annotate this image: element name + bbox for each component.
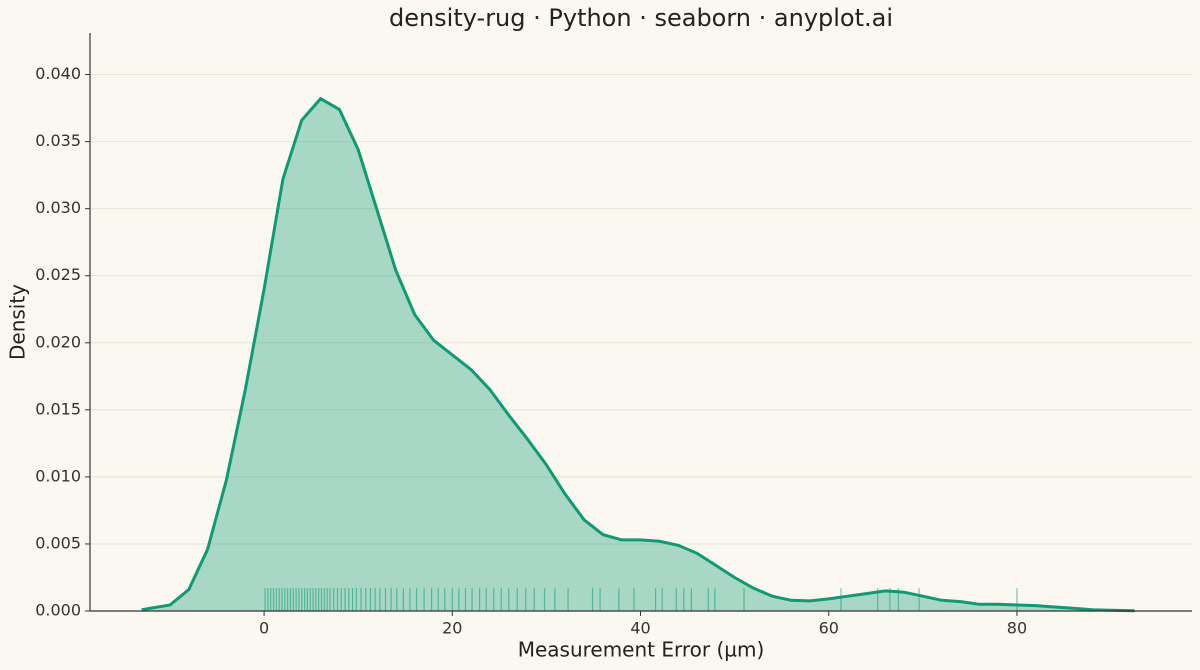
y-tick-label: 0.015 xyxy=(35,399,81,418)
x-tick-label: 20 xyxy=(442,619,462,638)
x-tick-label: 0 xyxy=(259,619,269,638)
x-tick-label: 40 xyxy=(630,619,650,638)
y-tick-label: 0.005 xyxy=(35,533,81,552)
density-area xyxy=(141,98,1135,611)
density-line xyxy=(141,96,1135,613)
x-tick-label: 80 xyxy=(1007,619,1027,638)
y-tick-label: 0.025 xyxy=(35,265,81,284)
y-tick-label: 0.030 xyxy=(35,198,81,217)
y-tick-label: 0.010 xyxy=(35,466,81,485)
chart-title: density-rug · Python · seaborn · anyplot… xyxy=(389,4,893,32)
y-tick-label: 0.035 xyxy=(35,131,81,150)
x-tick-label: 60 xyxy=(819,619,839,638)
x-axis-label: Measurement Error (µm) xyxy=(518,638,765,662)
y-tick-label: 0.040 xyxy=(35,64,81,83)
y-tick-label: 0.020 xyxy=(35,332,81,351)
y-tick-label: 0.000 xyxy=(35,601,81,620)
y-axis-label: Density xyxy=(6,284,30,360)
